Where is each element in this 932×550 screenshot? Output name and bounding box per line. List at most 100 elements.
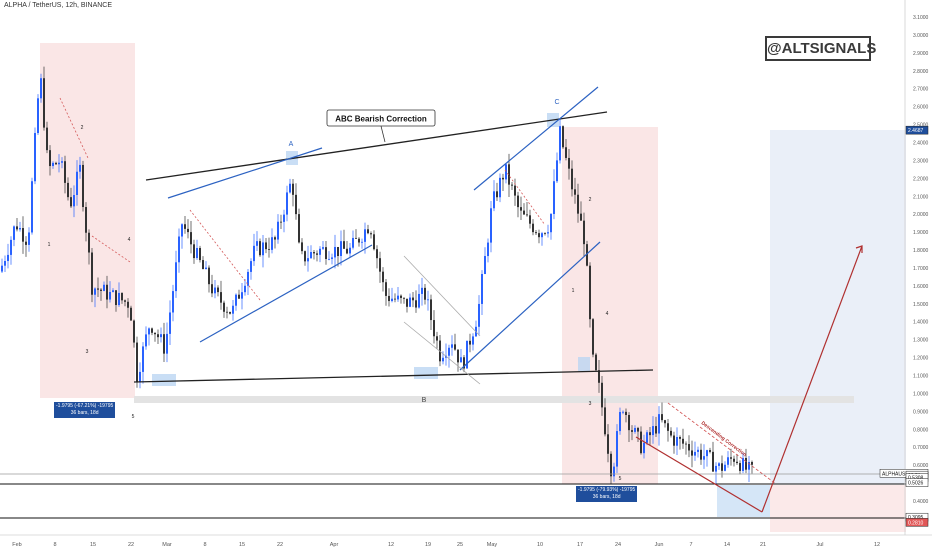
candle bbox=[658, 406, 660, 446]
candle-body bbox=[55, 162, 57, 165]
chart-header: ALPHA / TetherUS, 12h, BINANCE bbox=[4, 2, 113, 9]
y-tick-label: 2.4000 bbox=[913, 140, 929, 146]
y-tick-label: 2.2000 bbox=[913, 176, 929, 182]
candle-body bbox=[124, 300, 126, 302]
candle-body bbox=[10, 239, 12, 255]
candle-body bbox=[652, 426, 654, 436]
candle bbox=[706, 449, 708, 467]
wave-number-left-1: 1 bbox=[48, 242, 51, 248]
candle bbox=[649, 427, 651, 446]
candle-body bbox=[739, 463, 741, 471]
candle-body bbox=[610, 453, 612, 477]
candle-body bbox=[37, 98, 39, 134]
candle bbox=[625, 408, 627, 423]
candle-body bbox=[463, 357, 465, 369]
candle bbox=[628, 412, 630, 442]
candle-body bbox=[676, 437, 678, 446]
y-tick-label: 1.5000 bbox=[913, 302, 929, 308]
b-channel-lower bbox=[403, 321, 481, 385]
candle-body bbox=[304, 251, 306, 262]
candle bbox=[310, 245, 312, 259]
candle-body bbox=[400, 295, 402, 298]
candle-body bbox=[175, 262, 177, 292]
candle bbox=[106, 275, 108, 309]
candle-body bbox=[388, 295, 390, 302]
candle-body bbox=[598, 370, 600, 383]
wave-number-right-4: 4 bbox=[606, 311, 609, 317]
candle bbox=[301, 238, 303, 255]
candle-body bbox=[46, 127, 48, 151]
candle-body bbox=[340, 241, 342, 257]
price-tag-text: 0.2810 bbox=[908, 520, 924, 526]
candle-body bbox=[7, 254, 9, 262]
candle-body bbox=[583, 220, 585, 245]
candle bbox=[184, 216, 186, 234]
candle-body bbox=[277, 221, 279, 240]
candle bbox=[604, 398, 606, 437]
candle bbox=[433, 310, 435, 344]
y-tick-label: 2.1000 bbox=[913, 194, 929, 200]
candle bbox=[172, 284, 174, 322]
candle bbox=[142, 342, 144, 384]
candle bbox=[7, 243, 9, 269]
candle-body bbox=[142, 346, 144, 372]
x-tick-label: Apr bbox=[330, 542, 339, 548]
candle bbox=[718, 462, 720, 470]
candle-body bbox=[712, 451, 714, 472]
candle bbox=[373, 230, 375, 251]
candle bbox=[700, 443, 702, 465]
candle bbox=[79, 156, 81, 179]
candle-body bbox=[28, 232, 30, 245]
candle bbox=[406, 298, 408, 313]
candle bbox=[118, 282, 120, 307]
candle bbox=[49, 145, 51, 176]
candle-body bbox=[541, 233, 543, 238]
candle bbox=[478, 295, 480, 336]
candle-body bbox=[205, 267, 207, 270]
candle bbox=[535, 230, 537, 236]
candle-body bbox=[628, 414, 630, 431]
candle-body bbox=[649, 432, 651, 436]
y-tick-label: 1.9000 bbox=[913, 230, 929, 236]
candle bbox=[283, 209, 285, 233]
candle bbox=[34, 127, 36, 185]
candle bbox=[394, 293, 396, 303]
candle bbox=[682, 428, 684, 449]
candle-body bbox=[499, 177, 501, 198]
candle-body bbox=[217, 287, 219, 293]
candle bbox=[58, 154, 60, 173]
price-tag: 0.5026 bbox=[905, 478, 929, 487]
candle-body bbox=[727, 457, 729, 465]
candle-body bbox=[691, 450, 693, 456]
candle-body bbox=[100, 289, 102, 291]
candle bbox=[232, 299, 234, 321]
candle-body bbox=[403, 297, 405, 299]
candle-body bbox=[1, 265, 3, 272]
candle-body bbox=[751, 461, 753, 465]
x-tick-label: 25 bbox=[457, 542, 463, 548]
wave-number-left-2: 2 bbox=[81, 125, 84, 131]
candle-body bbox=[574, 189, 576, 195]
abc-title-box: ABC Bearish Correction bbox=[326, 109, 436, 127]
candle-body bbox=[229, 311, 231, 314]
candle-body bbox=[196, 247, 198, 259]
candle-body bbox=[667, 423, 669, 431]
candle bbox=[694, 441, 696, 461]
candle bbox=[247, 269, 249, 295]
candle bbox=[181, 223, 183, 249]
candle-body bbox=[577, 194, 579, 214]
candle bbox=[490, 200, 492, 253]
candle-body bbox=[544, 233, 546, 234]
candle bbox=[565, 139, 567, 161]
candle-body bbox=[415, 300, 417, 308]
candle bbox=[46, 121, 48, 154]
measure-right-line2: 36 bars, 18d bbox=[592, 494, 621, 500]
candle-body bbox=[280, 221, 282, 223]
candle-body bbox=[298, 214, 300, 243]
candle-body bbox=[421, 287, 423, 294]
candle bbox=[355, 229, 357, 239]
x-tick-label: 12 bbox=[388, 542, 394, 548]
candle-body bbox=[214, 287, 216, 294]
candle-body bbox=[733, 458, 735, 462]
